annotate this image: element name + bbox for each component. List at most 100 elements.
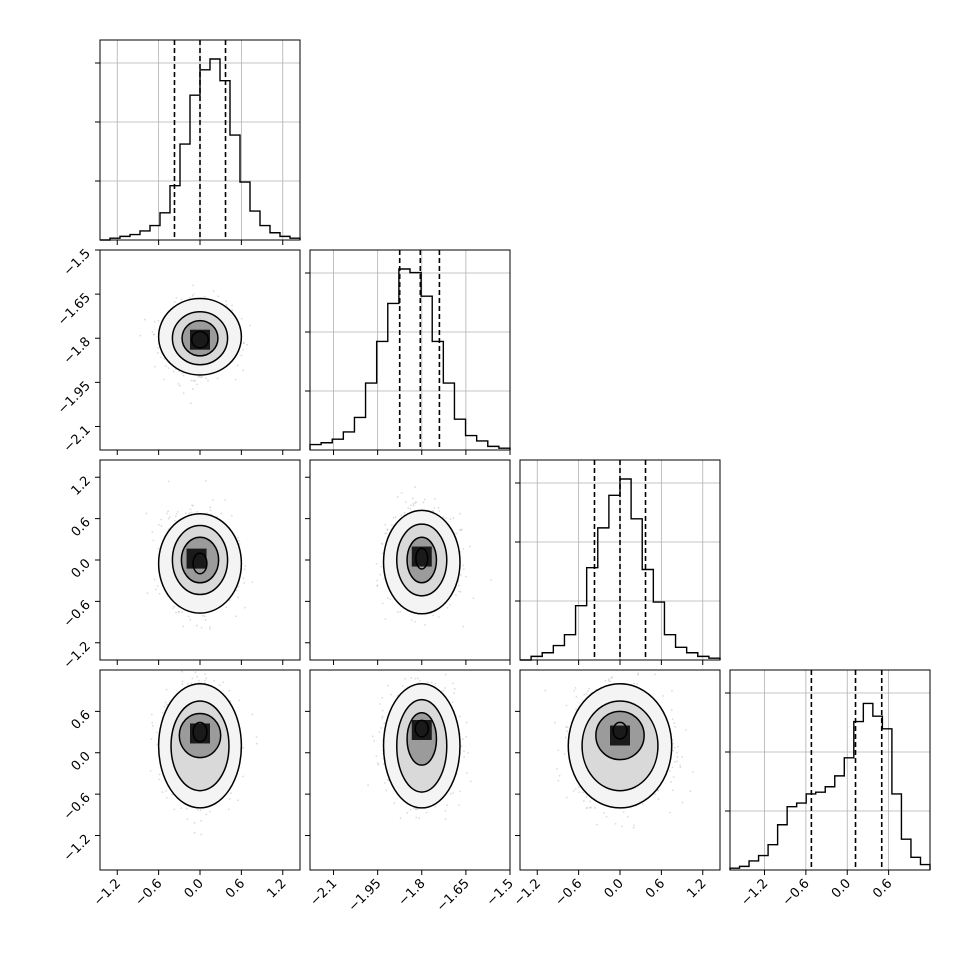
sample-point: [381, 552, 384, 555]
sample-point: [404, 501, 407, 504]
sample-point: [456, 532, 458, 535]
sample-point: [469, 545, 471, 548]
sample-point: [158, 523, 160, 526]
sample-point: [458, 528, 461, 531]
sample-point: [163, 378, 165, 381]
sample-point: [231, 309, 234, 311]
sample-point: [175, 512, 178, 515]
sample-point: [237, 596, 239, 599]
sample-point: [399, 610, 402, 613]
sample-point: [217, 295, 220, 298]
sample-point: [412, 502, 415, 505]
sample-point: [225, 304, 228, 306]
sample-point: [243, 581, 246, 584]
sample-point: [158, 773, 161, 776]
sample-point: [424, 623, 426, 626]
sample-point: [167, 517, 170, 520]
sample-point: [203, 615, 206, 618]
contour-line: [171, 524, 229, 596]
sample-point: [172, 370, 175, 373]
sample-point: [152, 539, 155, 542]
sample-point: [165, 365, 167, 368]
sample-point: [225, 606, 228, 609]
sample-point: [192, 293, 195, 296]
sample-point: [195, 624, 198, 627]
sample-point: [386, 596, 389, 599]
sample-point: [423, 498, 426, 501]
sample-point: [376, 585, 379, 587]
sample-point: [173, 605, 175, 608]
sample-point: [389, 598, 392, 600]
sample-point: [376, 584, 379, 586]
sample-point: [414, 620, 416, 623]
sample-point: [193, 831, 196, 834]
sample-point: [177, 382, 180, 385]
sample-point: [379, 573, 382, 576]
sample-point: [384, 618, 387, 621]
contour-line: [415, 547, 429, 570]
contour-line: [382, 509, 461, 615]
sample-point: [459, 529, 462, 532]
sample-point: [240, 317, 243, 320]
sample-point: [236, 536, 239, 539]
sample-point: [203, 295, 206, 298]
sample-point: [400, 514, 403, 517]
sample-point: [177, 611, 180, 614]
sample-point: [209, 626, 211, 628]
sample-point: [432, 510, 434, 512]
sample-point: [192, 504, 194, 507]
sample-point: [409, 508, 412, 510]
sample-point: [414, 502, 417, 504]
sample-point: [205, 377, 207, 380]
sample-point: [445, 517, 448, 519]
sample-point: [181, 670, 184, 673]
sample-point: [249, 324, 251, 327]
sample-point: [460, 574, 462, 576]
sample-point: [175, 296, 178, 299]
sample-point: [240, 354, 243, 357]
contour-line: [157, 513, 243, 614]
sample-point: [243, 606, 246, 609]
sample-point: [181, 372, 184, 375]
sample-point: [255, 736, 258, 738]
sample-point: [380, 565, 383, 568]
sample-point: [375, 562, 378, 565]
sample-point: [238, 542, 241, 545]
sample-point: [449, 603, 451, 606]
sample-point: [201, 375, 204, 378]
sample-point: [200, 376, 202, 379]
sample-point: [182, 625, 185, 628]
sample-point: [184, 512, 187, 515]
sample-point: [192, 379, 195, 382]
contour-line: [396, 523, 448, 597]
density-panel-0-1: [99, 249, 301, 451]
sample-point: [204, 480, 207, 482]
sample-point: [462, 625, 465, 628]
sample-point: [238, 539, 240, 542]
sample-point: [396, 611, 399, 613]
sample-point: [412, 504, 415, 507]
sample-point: [175, 611, 177, 614]
histogram-panel-0: [95, 39, 301, 241]
sample-point: [194, 671, 197, 674]
sample-point: [458, 584, 460, 587]
sample-point: [187, 615, 190, 618]
contour-line: [181, 319, 219, 357]
sample-point: [154, 588, 157, 591]
sample-point: [392, 516, 395, 519]
sample-point: [208, 628, 211, 630]
sample-point: [242, 369, 245, 372]
sample-point: [196, 383, 198, 386]
sample-point: [158, 592, 161, 595]
sample-point: [201, 614, 204, 617]
sample-point: [381, 602, 384, 605]
sample-point: [415, 501, 417, 503]
sample-point: [396, 496, 399, 498]
sample-point: [411, 497, 414, 500]
sample-point: [457, 590, 460, 593]
sample-point: [205, 813, 208, 816]
sample-point: [410, 619, 413, 621]
sample-point: [197, 375, 200, 378]
sample-point: [189, 296, 191, 299]
density-peak: [186, 548, 207, 569]
